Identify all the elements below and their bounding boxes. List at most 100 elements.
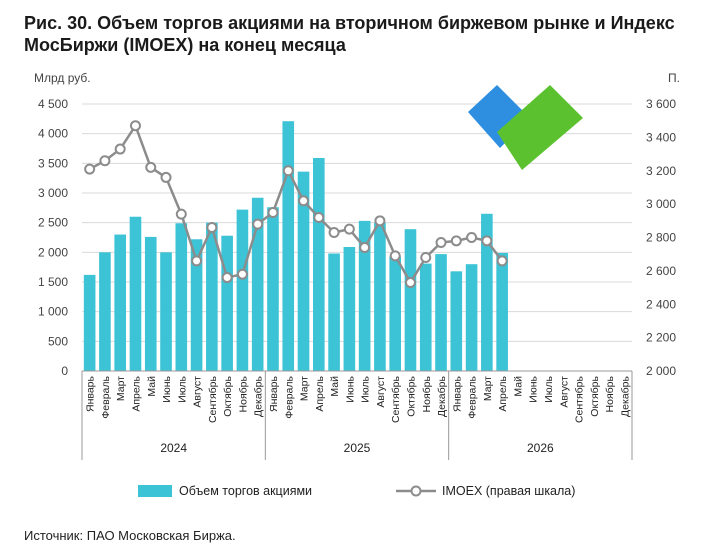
x-tick-label: Август (192, 376, 204, 408)
bar (389, 256, 401, 371)
right-axis-label: П. (668, 71, 680, 85)
x-tick-label: Апрель (314, 375, 326, 411)
line-point (481, 235, 493, 247)
bar (450, 271, 463, 371)
bar (267, 207, 279, 371)
line-point (160, 171, 172, 183)
line-point (145, 161, 157, 173)
line-point (252, 218, 264, 230)
bar (83, 274, 96, 371)
legend-bar-label: Объем торгов акциями (179, 484, 312, 498)
bar (206, 222, 218, 371)
bar (175, 223, 188, 371)
right-tick-label: 3 200 (646, 164, 676, 178)
bar (282, 121, 295, 371)
x-tick-label: Март (115, 376, 127, 401)
right-tick-label: 2 800 (646, 231, 676, 245)
x-tick-label: Январь (451, 375, 463, 412)
left-tick-label: 1 500 (38, 275, 68, 289)
legend-line-label: IMOEX (правая шкала) (442, 484, 575, 498)
bar (404, 229, 417, 371)
right-tick-label: 3 400 (646, 130, 676, 144)
x-tick-label: Июнь (344, 375, 356, 402)
bar (251, 197, 264, 371)
x-tick-label: Июнь (528, 375, 540, 402)
line-point (84, 163, 96, 175)
line-point (374, 215, 386, 227)
x-tick-label: Декабрь (619, 375, 631, 416)
line-series (84, 120, 508, 289)
x-tick-label: Апрель (497, 375, 509, 411)
x-tick-label: Август (375, 376, 387, 408)
x-tick-label: Январь (268, 375, 280, 412)
right-axis-ticks: 2 000 2 200 2 400 2 600 2 800 3 000 3 200 3 400… (646, 97, 676, 378)
x-tick-label: Октябрь (589, 375, 601, 416)
bar (328, 253, 340, 371)
x-tick-label: Апрель (130, 375, 142, 411)
line-point (496, 255, 508, 267)
left-tick-label: 2 000 (38, 245, 68, 259)
imoex-line (89, 124, 504, 284)
legend-line-marker (410, 485, 422, 497)
line-point (99, 155, 111, 167)
bar (160, 252, 172, 371)
line-point (282, 165, 294, 177)
left-tick-label: 3 500 (38, 156, 68, 170)
x-tick-label: Ноябрь (604, 375, 616, 412)
left-tick-label: 500 (48, 334, 68, 348)
right-tick-label: 2 600 (646, 264, 676, 278)
left-tick-label: 1 000 (38, 305, 68, 319)
bar (343, 246, 356, 371)
x-tick-label: Август (558, 376, 570, 408)
line-point (359, 242, 371, 254)
bar (114, 234, 126, 371)
year-label: 2026 (527, 441, 554, 455)
line-point (450, 235, 462, 247)
x-tick-label: Октябрь (222, 375, 234, 416)
right-tick-label: 2 200 (646, 331, 676, 345)
left-tick-label: 2 500 (38, 216, 68, 230)
left-axis-label: Млрд руб. (34, 71, 91, 85)
x-tick-label: Сентябрь (574, 375, 586, 423)
x-tick-label: Май (146, 376, 158, 397)
left-tick-label: 4 000 (38, 127, 68, 141)
line-point (466, 232, 478, 243)
x-tick-label: Февраль (100, 375, 112, 418)
x-tick-label: Июль (176, 375, 188, 402)
line-point (191, 255, 203, 267)
bar (481, 213, 493, 371)
x-tick-label: Декабрь (253, 375, 265, 416)
logo-green-part (497, 85, 583, 170)
x-tick-label: Сентябрь (390, 375, 402, 423)
bar (419, 263, 432, 371)
line-point (328, 226, 340, 238)
left-tick-label: 3 000 (38, 186, 68, 200)
x-tick-label: Март (482, 376, 494, 401)
line-point (313, 211, 325, 223)
legend-bar-swatch (138, 485, 172, 497)
year-label: 2025 (344, 441, 371, 455)
left-axis-ticks: 0 500 1 000 1 500 2 000 2 500 3 000 3 500 4 000 4… (38, 97, 68, 378)
x-tick-label: Октябрь (405, 375, 417, 416)
left-tick-label: 4 500 (38, 97, 68, 111)
x-tick-label: Ноябрь (237, 375, 249, 412)
x-tick-label: Февраль (467, 375, 479, 418)
line-point (175, 208, 187, 220)
line-point (206, 221, 218, 233)
right-tick-label: 2 000 (646, 364, 676, 378)
line-point (236, 268, 248, 280)
year-label: 2024 (160, 441, 187, 455)
x-tick-label: Май (512, 376, 524, 397)
left-tick-label: 0 (61, 364, 68, 378)
right-tick-label: 2 400 (646, 297, 676, 311)
chart-title: Рис. 30. Объем торгов акциями на вторичн… (24, 13, 675, 55)
source-note: Источник: ПАО Московская Биржа. (24, 528, 236, 543)
x-tick-label: Июль (543, 375, 555, 402)
line-point (435, 237, 447, 249)
bar-series (83, 121, 508, 371)
line-point (298, 195, 310, 207)
bar (496, 252, 508, 371)
line-point (114, 143, 126, 155)
x-tick-label: Декабрь (436, 375, 448, 416)
